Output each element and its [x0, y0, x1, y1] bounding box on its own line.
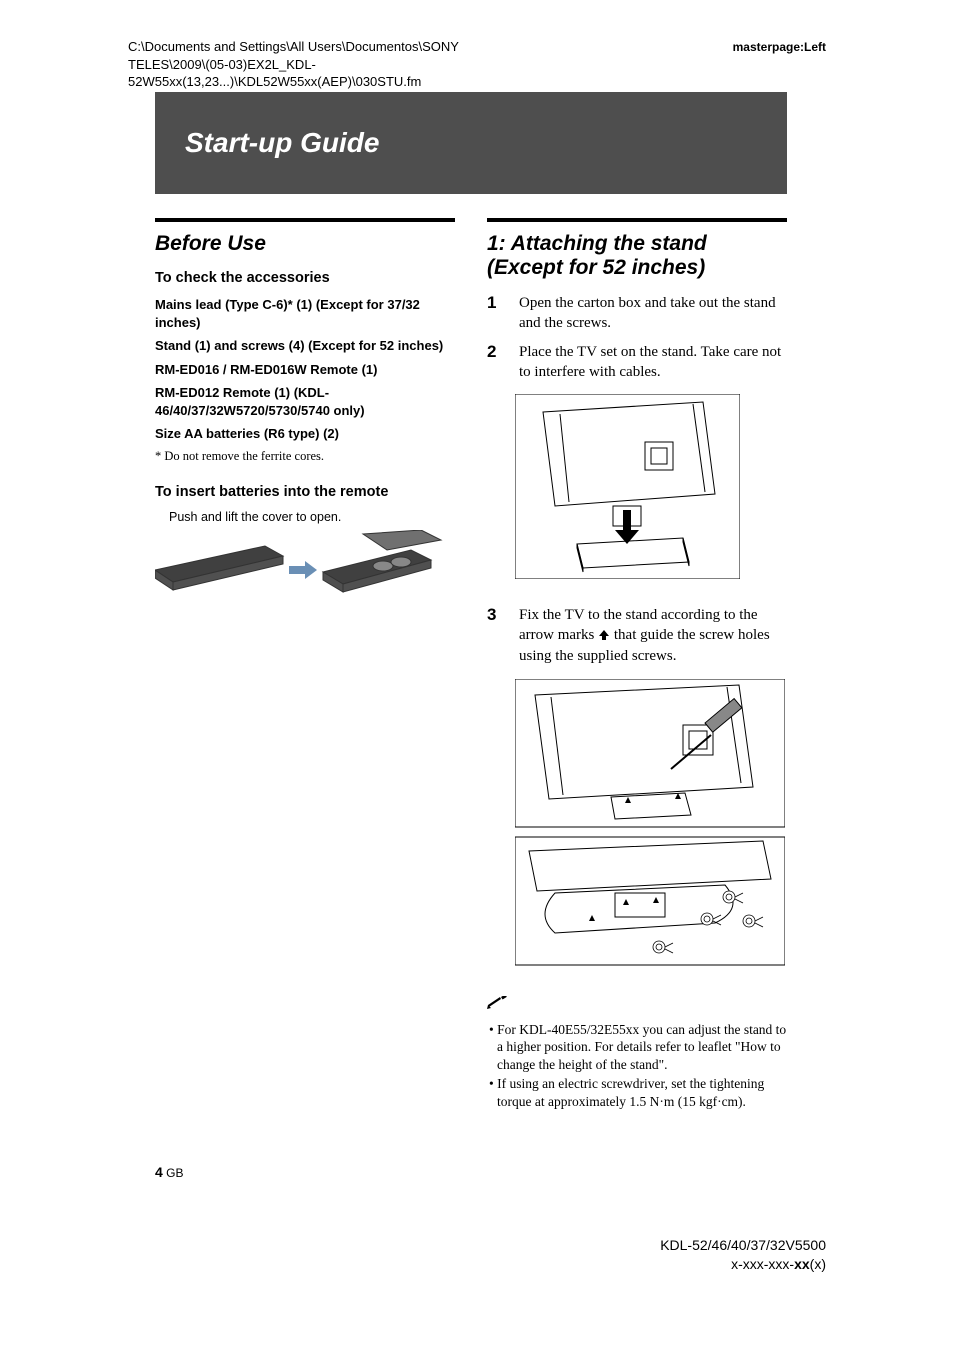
accessory-item: RM-ED012 Remote (1) (KDL-46/40/37/32W572…	[155, 384, 455, 419]
footnote: * Do not remove the ferrite cores.	[155, 449, 455, 464]
model-line: KDL-52/46/40/37/32V5500	[660, 1236, 826, 1255]
note-item: • If using an electric screwdriver, set …	[487, 1075, 787, 1110]
note-item: • For KDL-40E55/32E55xx you can adjust t…	[487, 1021, 787, 1074]
accessory-item: Stand (1) and screws (4) (Except for 52 …	[155, 337, 455, 355]
subhead-accessories: To check the accessories	[155, 270, 455, 286]
step-number: 2	[487, 343, 503, 382]
note-icon	[487, 996, 787, 1015]
figure-caption: Push and lift the cover to open.	[169, 510, 455, 524]
subhead-batteries: To insert batteries into the remote	[155, 484, 455, 500]
code-bold: xx	[794, 1256, 810, 1272]
page-num-suffix: GB	[163, 1166, 184, 1180]
doc-footer: KDL-52/46/40/37/32V5500 x-xxx-xxx-xx(x)	[660, 1236, 826, 1274]
step-body: Open the carton box and take out the sta…	[519, 294, 787, 333]
left-column: Before Use To check the accessories Main…	[155, 218, 455, 1113]
section-heading-before-use: Before Use	[155, 232, 455, 256]
code-prefix: x-xxx-xxx-	[731, 1256, 794, 1272]
section-rule	[155, 218, 455, 222]
file-path: C:\Documents and Settings\All Users\Docu…	[128, 38, 488, 91]
section-rule	[487, 218, 787, 222]
tv-on-stand-figure	[515, 394, 787, 584]
step-row: 3 Fix the TV to the stand according to t…	[487, 606, 787, 667]
step-row: 2 Place the TV set on the stand. Take ca…	[487, 343, 787, 382]
step-row: 1 Open the carton box and take out the s…	[487, 294, 787, 333]
section-heading-attaching-stand: 1: Attaching the stand (Except for 52 in…	[487, 232, 787, 280]
page-num-value: 4	[155, 1164, 163, 1180]
arrow-up-icon	[598, 628, 610, 648]
code-line: x-xxx-xxx-xx(x)	[660, 1255, 826, 1274]
step-number: 1	[487, 294, 503, 333]
accessory-item: Mains lead (Type C-6)* (1) (Except for 3…	[155, 296, 455, 331]
content-columns: Before Use To check the accessories Main…	[155, 218, 787, 1113]
page-number: 4 GB	[155, 1164, 183, 1180]
chapter-title: Start-up Guide	[185, 127, 379, 159]
step-number: 3	[487, 606, 503, 667]
step-body: Fix the TV to the stand according to the…	[519, 606, 787, 667]
stand-screw-figure	[515, 679, 787, 974]
remote-battery-figure	[155, 530, 450, 598]
accessory-item: Size AA batteries (R6 type) (2)	[155, 425, 455, 443]
masterpage-label: masterpage:Left	[733, 40, 826, 54]
code-suffix: (x)	[810, 1256, 826, 1272]
step-body: Place the TV set on the stand. Take care…	[519, 343, 787, 382]
right-column: 1: Attaching the stand (Except for 52 in…	[487, 218, 787, 1113]
accessory-item: RM-ED016 / RM-ED016W Remote (1)	[155, 361, 455, 379]
chapter-banner: Start-up Guide	[155, 92, 787, 194]
